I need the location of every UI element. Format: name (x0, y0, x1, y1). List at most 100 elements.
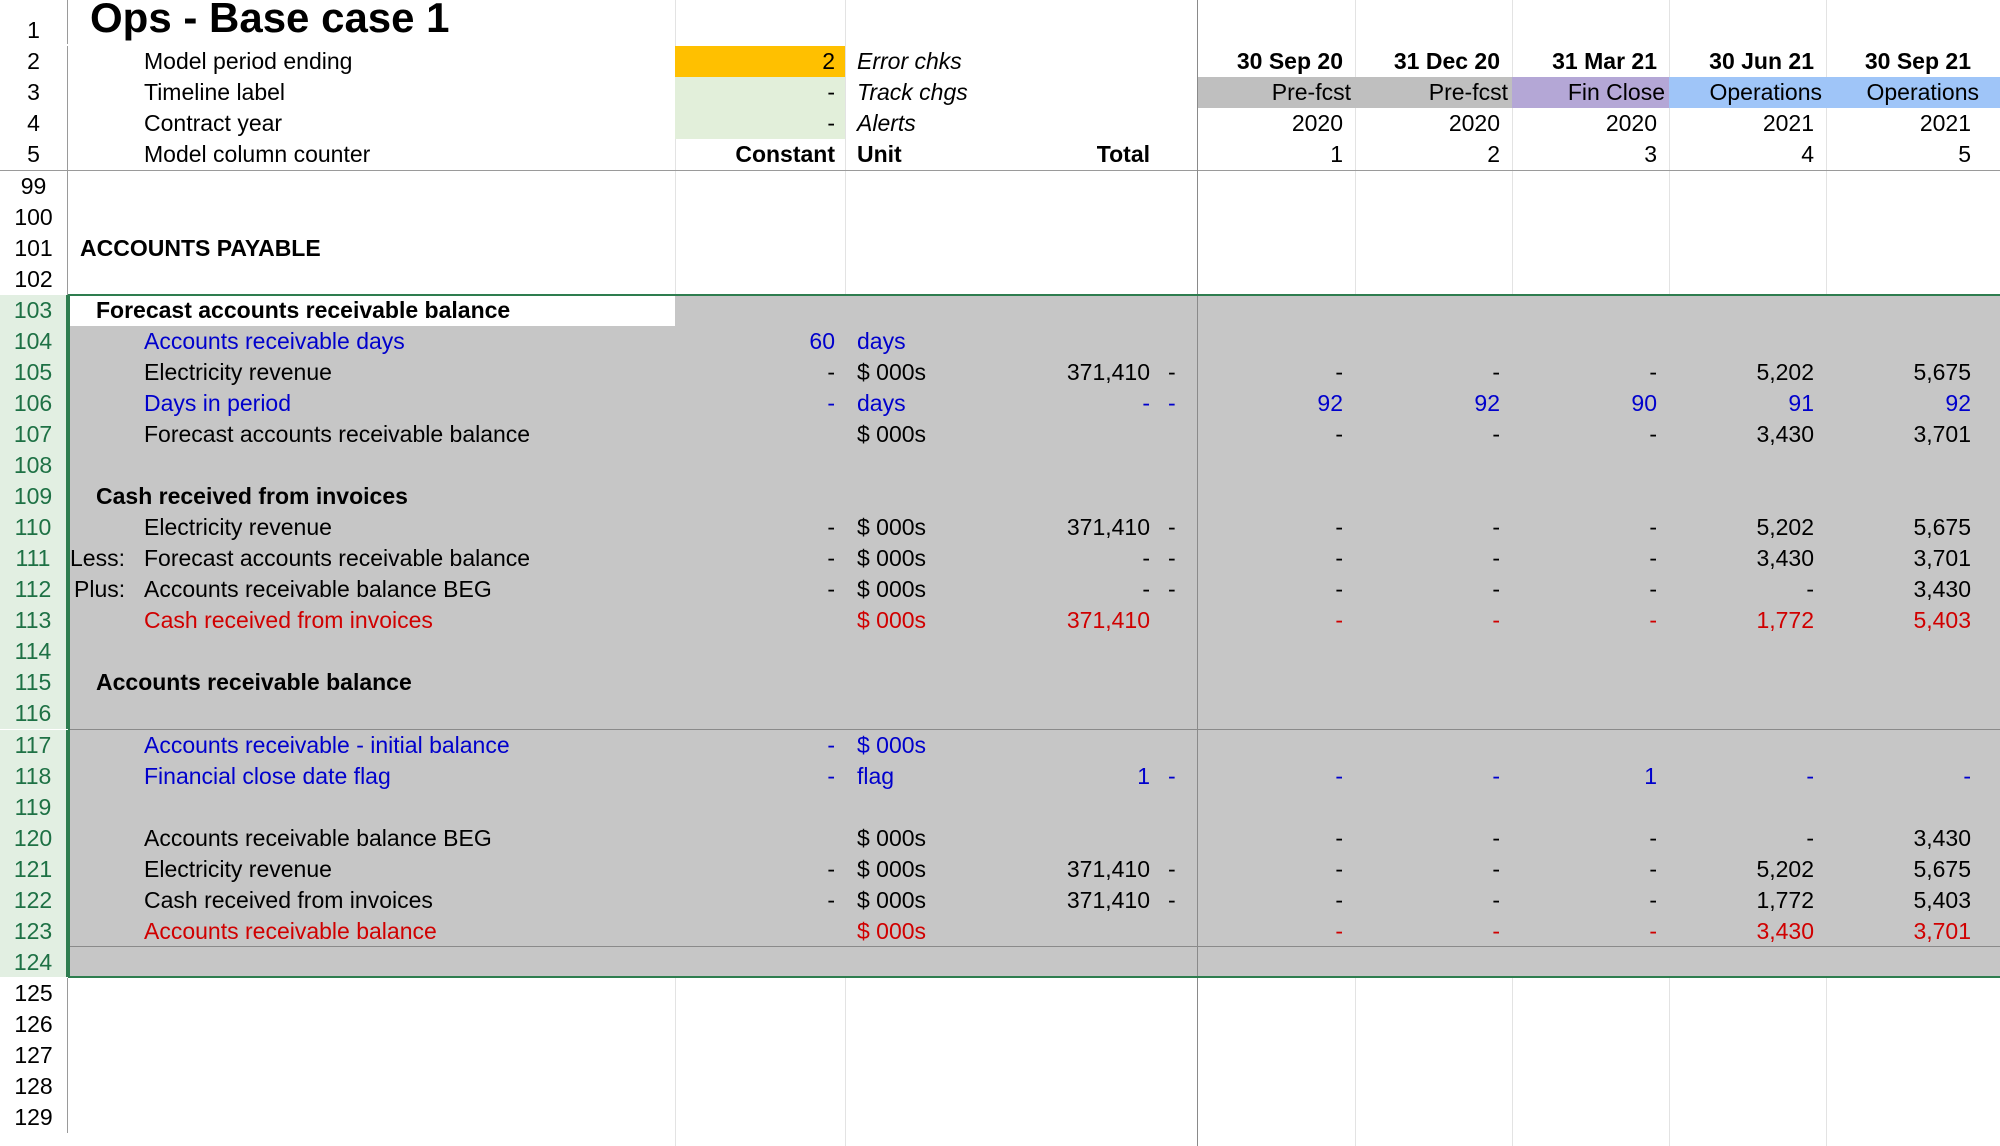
row-value-p2: - (1492, 607, 1500, 633)
row-constant: - (827, 390, 835, 416)
row-number[interactable]: 111 (0, 543, 68, 574)
sheet-row-123: 123 Accounts receivable balance $ 000s -… (0, 916, 2000, 947)
row-number[interactable]: 106 (0, 388, 68, 419)
row-constant: - (827, 887, 835, 913)
row-number[interactable]: 114 (0, 636, 68, 667)
row-total: 371,410 (1066, 856, 1150, 882)
row-value-p3: - (1649, 887, 1657, 913)
row-number[interactable]: 107 (0, 419, 68, 450)
row-number[interactable]: 127 (0, 1040, 68, 1071)
sheet-row-111: 111 Less: Forecast accounts receivable b… (0, 543, 2000, 574)
sheet-row-1: 1 Ops - Base case 1 (0, 0, 2000, 44)
row-number[interactable]: 100 (0, 202, 68, 233)
model-period-input-bg (675, 46, 845, 77)
period-counter-1: 1 (1330, 141, 1343, 167)
row-number[interactable]: 103 (0, 295, 68, 326)
row-number[interactable]: 109 (0, 481, 68, 512)
alerts-label: Alerts (857, 110, 916, 136)
sheet-row-121: 121 Electricity revenue - $ 000s 371,410… (0, 854, 2000, 885)
row-number[interactable]: 108 (0, 450, 68, 481)
row-unit: $ 000s (857, 887, 927, 913)
contract-year-value[interactable]: - (827, 110, 835, 136)
row-number[interactable]: 110 (0, 512, 68, 543)
row-number[interactable]: 122 (0, 885, 68, 916)
row-number[interactable]: 123 (0, 916, 68, 947)
row-value-p5: 3,701 (1913, 545, 1971, 571)
row-number[interactable]: 102 (0, 264, 68, 295)
row-value-p5: 5,675 (1913, 359, 1971, 385)
sheet-row-129: 129 (0, 1102, 2000, 1133)
sheet-row-117: 117 Accounts receivable - initial balanc… (0, 730, 2000, 761)
row-number[interactable]: 112 (0, 574, 68, 605)
row-number[interactable]: 99 (0, 171, 68, 202)
row-number[interactable]: 129 (0, 1102, 68, 1133)
row-value-p2: - (1492, 359, 1500, 385)
row-number[interactable]: 113 (0, 605, 68, 636)
row-total: - (1142, 576, 1150, 602)
sheet-row-101: 101 ACCOUNTS PAYABLE (0, 233, 2000, 264)
sheet-row-119: 119 (0, 792, 2000, 823)
row-value-p5: 5,403 (1913, 607, 1971, 633)
timeline-label-value[interactable]: - (827, 79, 835, 105)
sheet-row-128: 128 (0, 1071, 2000, 1102)
row-value-p3: 1 (1644, 763, 1657, 789)
model-period-ending-value[interactable]: 2 (822, 48, 835, 74)
row-number[interactable]: 4 (0, 108, 68, 139)
period-counter-5: 5 (1958, 141, 1971, 167)
sheet-row-118: 118 Financial close date flag - flag 1 -… (0, 761, 2000, 792)
sheet-row-105: 105 Electricity revenue - $ 000s 371,410… (0, 357, 2000, 388)
row-total: 371,410 (1066, 887, 1150, 913)
row-number[interactable]: 124 (0, 947, 68, 977)
row-number[interactable]: 104 (0, 326, 68, 357)
row-number[interactable]: 3 (0, 77, 68, 108)
period-counter-4: 4 (1801, 141, 1814, 167)
period-year-4: 2021 (1762, 110, 1814, 136)
row-number[interactable]: 117 (0, 730, 68, 761)
row-value-p3: - (1649, 359, 1657, 385)
row-number[interactable]: 118 (0, 761, 68, 792)
row-number[interactable]: 125 (0, 978, 68, 1009)
row-number[interactable]: 105 (0, 357, 68, 388)
row-number[interactable]: 2 (0, 46, 68, 77)
block-title-cash: Cash received from invoices (96, 483, 408, 509)
row-value-p5: 3,701 (1913, 421, 1971, 447)
row-value-p5: 92 (1945, 390, 1971, 416)
row-value-p2: - (1492, 856, 1500, 882)
row-number[interactable]: 1 (0, 0, 68, 44)
active-cell-bg (70, 295, 675, 326)
row-value-p3: - (1649, 421, 1657, 447)
row-constant[interactable]: 60 (809, 328, 835, 354)
row-value-p5: 5,403 (1913, 887, 1971, 913)
row-value-p2: - (1492, 576, 1500, 602)
row-value-p2: 92 (1474, 390, 1500, 416)
period-label-4: Operations (1709, 79, 1822, 105)
row-number[interactable]: 101 (0, 233, 68, 264)
row-number[interactable]: 115 (0, 667, 68, 698)
row-unit: days (857, 328, 906, 354)
row-number[interactable]: 126 (0, 1009, 68, 1040)
row-unit: $ 000s (857, 576, 927, 602)
row-number[interactable]: 128 (0, 1071, 68, 1102)
sheet-row-112: 112 Plus: Accounts receivable balance BE… (0, 574, 2000, 605)
row-label: Accounts receivable - initial balance (144, 732, 510, 758)
row-value-p4: 1,772 (1756, 607, 1814, 633)
row-value-p5: 5,675 (1913, 856, 1971, 882)
row-number[interactable]: 116 (0, 698, 68, 729)
sheet-row-124: 124 (0, 947, 2000, 977)
prefcst-bg (1198, 77, 1512, 108)
row-number[interactable]: 119 (0, 792, 68, 823)
row-number[interactable]: 5 (0, 139, 68, 170)
row-value-p1: - (1335, 918, 1343, 944)
row-value-p3: - (1649, 825, 1657, 851)
row-flag: - (1168, 763, 1176, 789)
period-label-1: Pre-fcst (1271, 79, 1351, 105)
row-number[interactable]: 121 (0, 854, 68, 885)
row-number[interactable]: 120 (0, 823, 68, 854)
block-title-forecast[interactable]: Forecast accounts receivable balance (96, 297, 511, 323)
period-label-5: Operations (1866, 79, 1979, 105)
row-constant[interactable]: - (827, 732, 835, 758)
period-date-4: 30 Jun 21 (1709, 48, 1814, 74)
row-unit: $ 000s (857, 607, 927, 633)
sheet-row-102: 102 (0, 264, 2000, 295)
